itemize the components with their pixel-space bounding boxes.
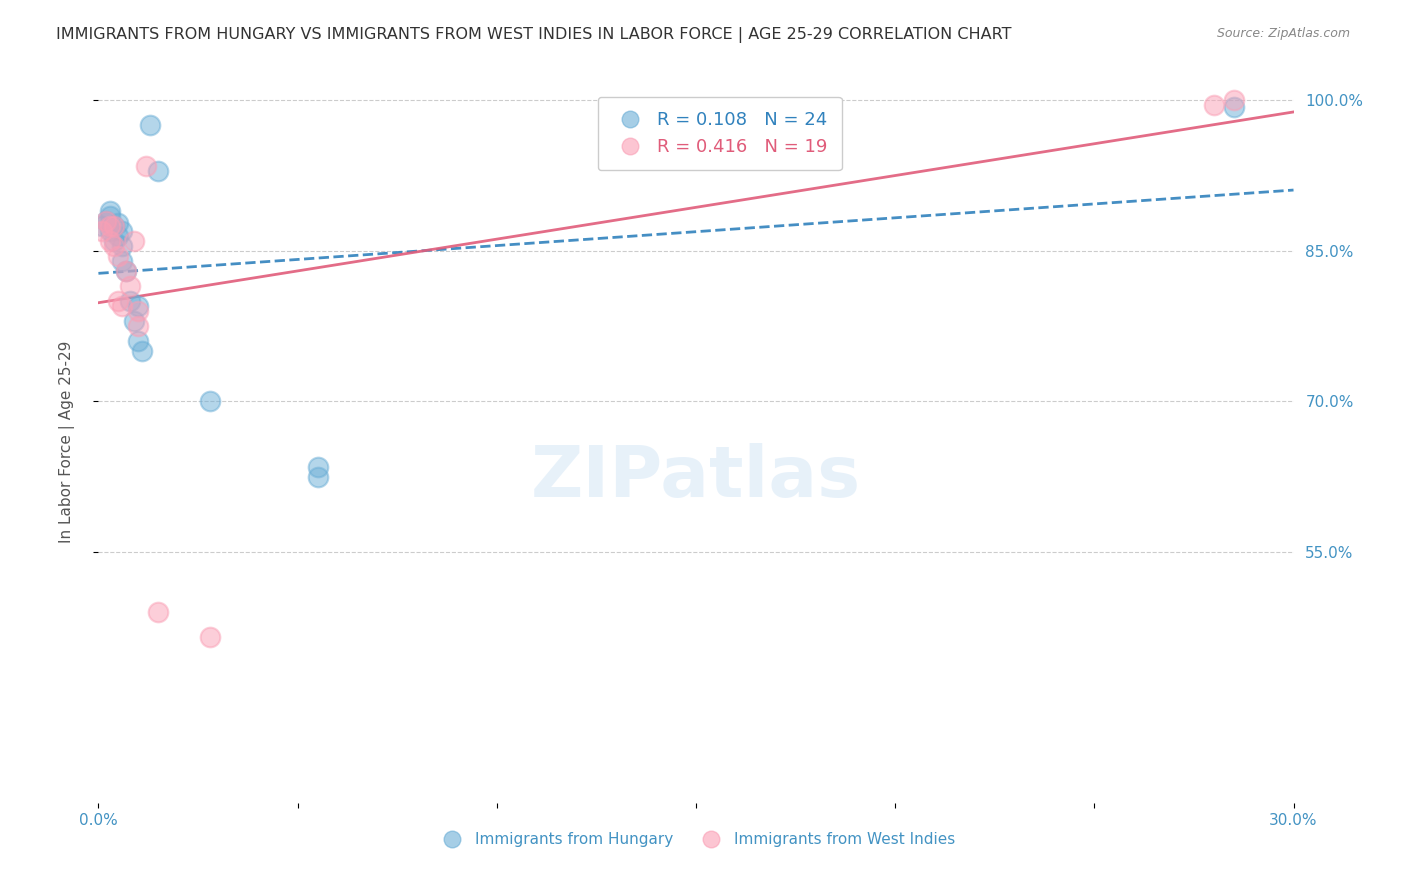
Text: Source: ZipAtlas.com: Source: ZipAtlas.com [1216,27,1350,40]
Point [107,216,129,230]
Point [115,264,138,278]
Point [124,314,146,328]
Point [107,293,129,308]
Point [307,459,329,474]
Point [139,119,162,133]
Point [1202,98,1225,112]
Text: ZIPatlas: ZIPatlas [531,443,860,512]
Point [148,605,170,619]
Point [91,219,114,233]
Point [107,228,129,243]
Y-axis label: In Labor Force | Age 25-29: In Labor Force | Age 25-29 [59,341,75,542]
Point [111,224,134,238]
Point [98,209,122,223]
Point [107,249,129,263]
Point [103,234,125,248]
Point [115,264,138,278]
Legend: Immigrants from Hungary, Immigrants from West Indies: Immigrants from Hungary, Immigrants from… [430,826,962,853]
Point [127,319,149,334]
Point [103,219,125,233]
Point [127,304,149,318]
Point [96,213,118,227]
Point [98,224,122,238]
Point [111,253,134,268]
Point [120,279,142,293]
Point [198,394,221,409]
Point [98,219,122,233]
Point [1223,93,1246,107]
Point [98,203,122,218]
Text: IMMIGRANTS FROM HUNGARY VS IMMIGRANTS FROM WEST INDIES IN LABOR FORCE | AGE 25-2: IMMIGRANTS FROM HUNGARY VS IMMIGRANTS FR… [56,27,1012,43]
Point [198,630,221,644]
Point [127,299,149,313]
Point [131,344,153,359]
Point [111,239,134,253]
Point [1223,100,1246,114]
Point [91,224,114,238]
Point [96,213,118,227]
Point [111,299,134,313]
Point [98,234,122,248]
Point [124,234,146,248]
Point [135,159,157,173]
Point [103,219,125,233]
Point [127,334,149,348]
Point [120,293,142,308]
Point [148,163,170,178]
Point [103,239,125,253]
Point [307,469,329,483]
